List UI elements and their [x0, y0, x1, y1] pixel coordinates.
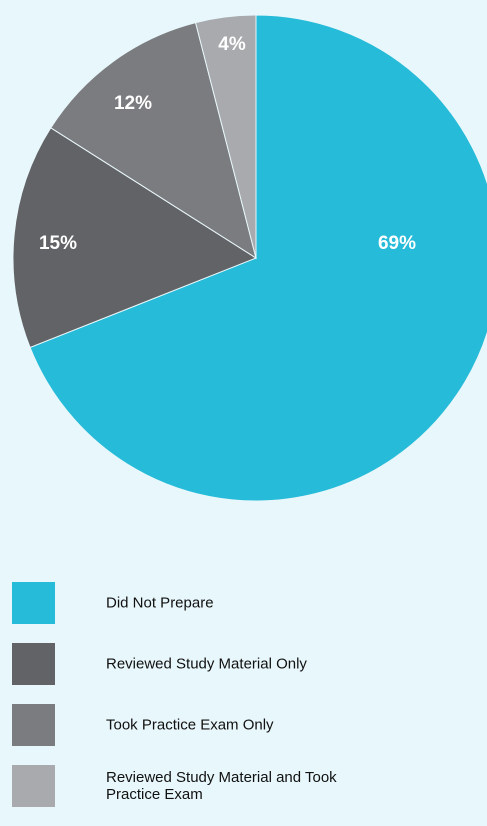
legend-item-reviewed-and-took-exam: Reviewed Study Material and Took Practic…	[12, 765, 472, 807]
legend-label-reviewed-study-material-only: Reviewed Study Material Only	[106, 655, 307, 673]
legend-swatch-reviewed-study-material-only	[12, 643, 55, 685]
pie-slice-reviewed-study-material-and-took-practice-exam	[194, 14, 257, 259]
legend-item-took-practice-exam-only: Took Practice Exam Only	[12, 704, 472, 746]
slice-value-label: 12%	[114, 93, 152, 114]
legend-label-took-practice-exam-only: Took Practice Exam Only	[106, 716, 274, 734]
legend-swatch-did-not-prepare	[12, 582, 55, 624]
pie-slice-took-practice-exam-only	[50, 22, 257, 260]
pie-slice-did-not-prepare	[29, 14, 487, 502]
pie-chart: 69% 15% 12% 4%	[12, 14, 487, 502]
slice-value-label: 15%	[39, 233, 77, 254]
legend-swatch-took-practice-exam-only	[12, 704, 55, 746]
pie-slice-reviewed-study-material-only	[12, 127, 258, 349]
legend-label-reviewed-and-took-exam: Reviewed Study Material and Took Practic…	[106, 769, 337, 803]
legend-item-did-not-prepare: Did Not Prepare	[12, 582, 472, 624]
slice-value-label: 4%	[218, 34, 246, 55]
chart-legend: Did Not Prepare Reviewed Study Material …	[12, 582, 472, 826]
slice-value-label: 69%	[378, 233, 416, 254]
legend-label-did-not-prepare: Did Not Prepare	[106, 594, 214, 612]
legend-item-reviewed-study-material-only: Reviewed Study Material Only	[12, 643, 472, 685]
legend-swatch-reviewed-and-took-exam	[12, 765, 55, 807]
